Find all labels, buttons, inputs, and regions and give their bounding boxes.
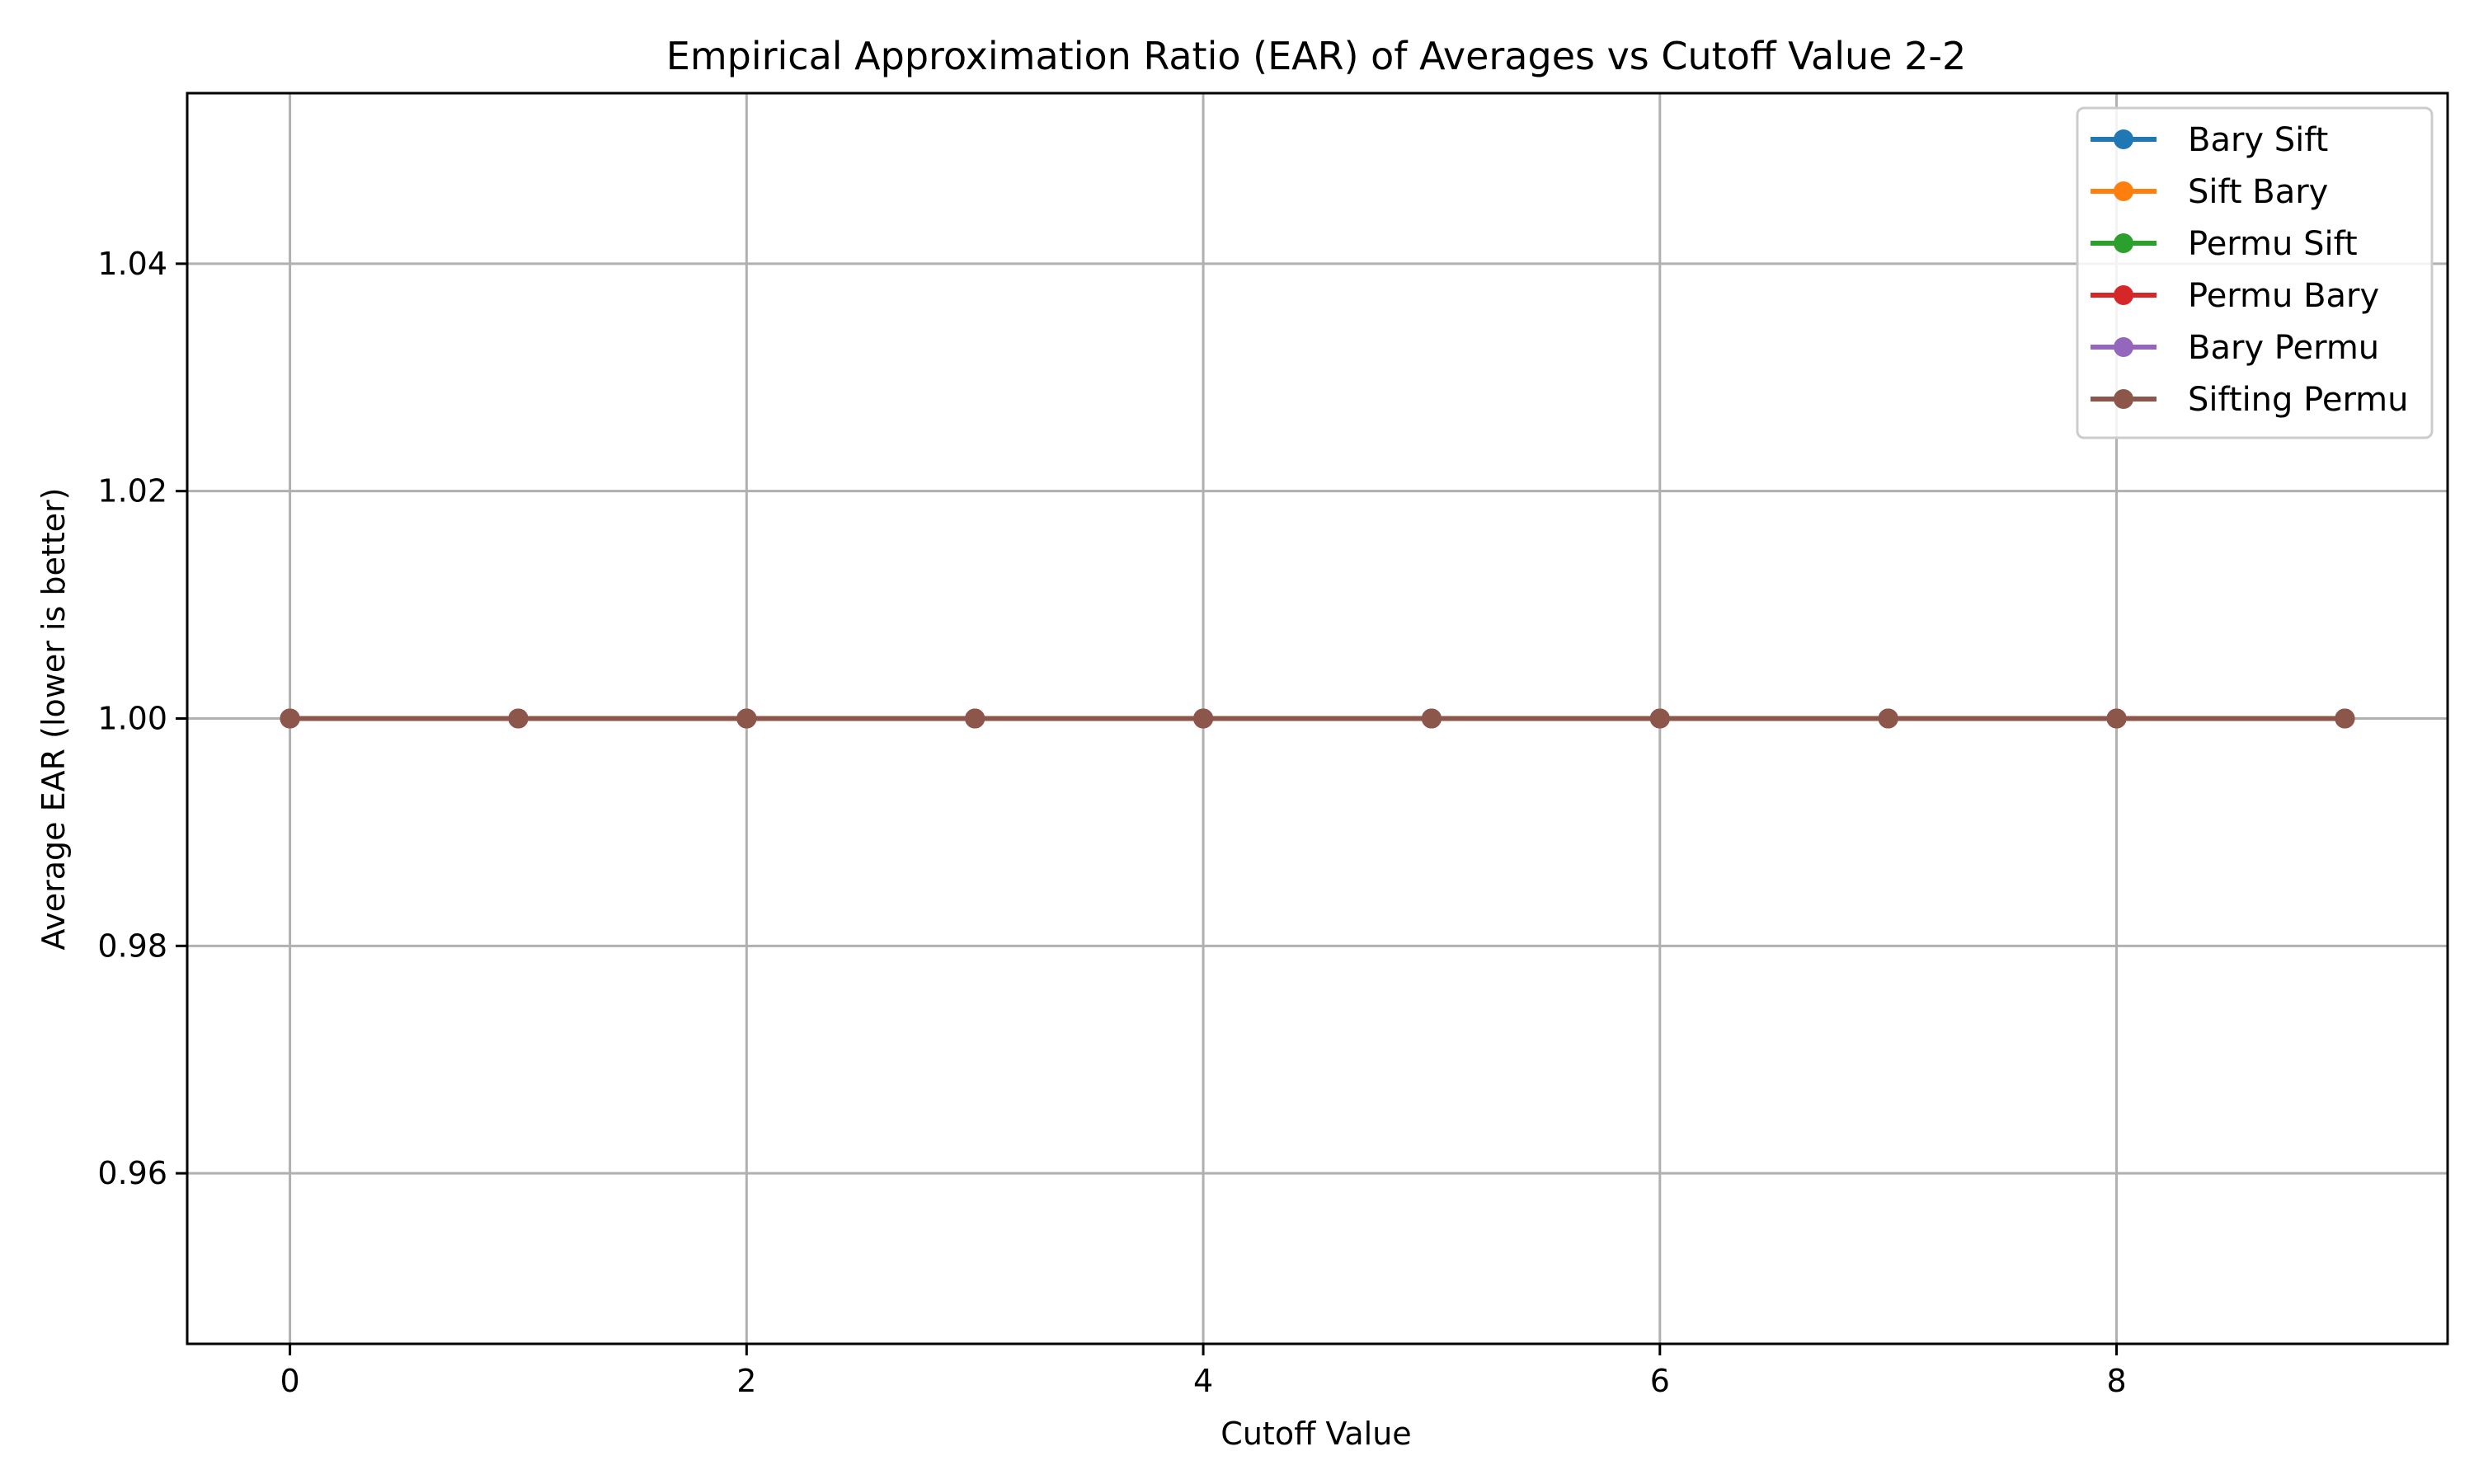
legend: Bary Sift Sift Bary Permu Sift Permu Bary Ba…: [2076, 106, 2434, 439]
legend-label: Permu Bary: [2188, 277, 2379, 315]
x-axis-label: Cutoff Value: [1221, 1416, 1411, 1452]
legend-marker: [2114, 389, 2133, 409]
x-tick-label: 6: [1650, 1363, 1670, 1399]
legend-box: [2076, 106, 2434, 439]
legend-marker: [2114, 129, 2133, 149]
legend-marker: [2114, 337, 2133, 357]
data-point: [2335, 708, 2355, 729]
x-tick-label: 4: [1193, 1363, 1213, 1399]
x-tick-label: 8: [2106, 1363, 2126, 1399]
y-axis-label: Average EAR (lower is better): [35, 488, 72, 951]
data-point: [1421, 708, 1442, 729]
x-tick-label: 2: [736, 1363, 756, 1399]
legend-item: Sifting Permu: [2091, 381, 2409, 419]
plot-area-frame: [186, 92, 2449, 1345]
y-tick-label: 1.04: [97, 246, 167, 282]
data-point: [965, 708, 985, 729]
data-point: [1193, 708, 1214, 729]
legend-item: Bary Sift: [2091, 121, 2328, 159]
data-point: [2106, 708, 2127, 729]
legend-label: Sifting Permu: [2188, 381, 2409, 419]
legend-marker: [2114, 233, 2133, 253]
data-point: [508, 708, 529, 729]
y-tick-label: 0.98: [97, 928, 167, 964]
data-point: [280, 708, 300, 729]
axis-ticks: 0 2 4 6 8 0.96 0.98 1.00 1.02 1.04: [97, 246, 2126, 1399]
data-point: [736, 708, 757, 729]
legend-marker: [2114, 285, 2133, 305]
data-point: [1649, 708, 1670, 729]
legend-label: Bary Sift: [2188, 121, 2328, 159]
chart-title: Empirical Approximation Ratio (EAR) of A…: [666, 34, 1967, 78]
legend-label: Permu Sift: [2188, 225, 2358, 263]
legend-item: Permu Sift: [2091, 225, 2358, 263]
y-tick-label: 0.96: [97, 1155, 167, 1191]
y-tick-label: 1.00: [97, 701, 167, 737]
series-sifting-permu: [280, 708, 2355, 729]
x-tick-label: 0: [280, 1363, 299, 1399]
data-point: [1878, 708, 1898, 729]
series-lines: [280, 708, 2355, 729]
y-tick-label: 1.02: [97, 473, 167, 510]
legend-item: Permu Bary: [2091, 277, 2379, 315]
legend-label: Bary Permu: [2188, 329, 2379, 367]
legend-item: Bary Permu: [2091, 329, 2379, 367]
legend-marker: [2114, 181, 2133, 201]
legend-item: Sift Bary: [2091, 173, 2328, 211]
legend-label: Sift Bary: [2188, 173, 2328, 211]
